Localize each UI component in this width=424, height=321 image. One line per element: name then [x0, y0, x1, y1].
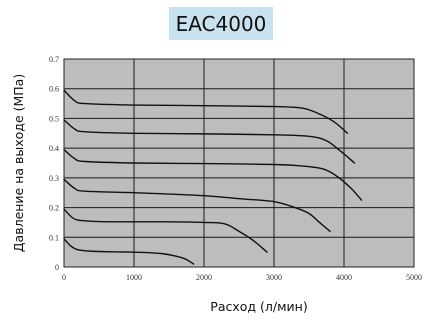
series-group [63, 89, 363, 265]
x-tick-label: 1000 [126, 273, 142, 282]
x-tick-label: 2000 [196, 273, 212, 282]
y-tick-label: 0.1 [49, 233, 59, 242]
y-tick-label: 0.3 [49, 174, 59, 183]
y-tick-label: 0.5 [49, 114, 59, 123]
x-axis-title: Расход (л/мин) [210, 299, 307, 314]
x-tick-label: 3000 [266, 273, 282, 282]
plot-frame [63, 58, 415, 268]
grid [64, 59, 414, 267]
series-line-3 [63, 178, 331, 233]
y-axis-title: Давление на выходе (МПа) [11, 74, 26, 252]
series-line-4 [63, 148, 363, 201]
y-tick-label: 0.6 [49, 85, 59, 94]
y-tick-label: 0.7 [49, 55, 59, 64]
y-tick-label: 0 [55, 263, 59, 272]
y-tick-label: 0.4 [49, 144, 59, 153]
series-line-5 [63, 119, 356, 164]
x-tick-label: 5000 [406, 273, 422, 282]
chart-title: EAC4000 [169, 7, 273, 40]
x-tick-label: 4000 [336, 273, 352, 282]
y-tick-label: 0.2 [49, 204, 59, 213]
series-line-1 [63, 238, 195, 265]
tick-labels: 0 1000 2000 3000 4000 5000 0 0.1 0.2 0.3 0.4 0.5 0.6… [49, 55, 422, 282]
series-line-2 [63, 208, 268, 253]
x-tick-label: 0 [62, 273, 66, 282]
series-line-6 [63, 89, 349, 134]
